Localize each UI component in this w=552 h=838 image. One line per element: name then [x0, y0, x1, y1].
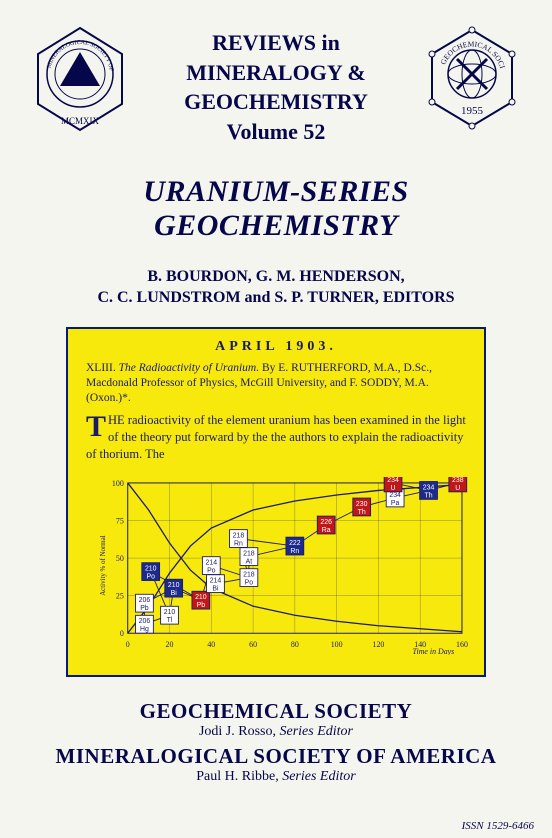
footer-block: GEOCHEMICAL SOCIETY Jodi J. Rosso, Serie…	[56, 699, 497, 785]
figure-body: THE radioactivity of the element uranium…	[82, 412, 470, 463]
svg-text:214: 214	[210, 578, 222, 585]
svg-text:Po: Po	[207, 567, 216, 574]
header-row: MINERALOGICAL SOCIETY OF AMERICA MCMXIX …	[30, 24, 522, 147]
svg-text:160: 160	[456, 640, 468, 649]
svg-text:80: 80	[291, 640, 299, 649]
svg-text:234: 234	[387, 477, 399, 484]
svg-text:0: 0	[126, 640, 130, 649]
svg-text:Po: Po	[146, 573, 155, 580]
page: MINERALOGICAL SOCIETY OF AMERICA MCMXIX …	[0, 0, 552, 838]
svg-text:Rn: Rn	[290, 548, 299, 555]
svg-text:Rn: Rn	[234, 540, 243, 547]
svg-text:210: 210	[168, 582, 180, 589]
svg-text:Tl: Tl	[167, 617, 173, 624]
svg-text:Bi: Bi	[171, 590, 178, 597]
svg-text:GEOCHEMICAL SOCIETY: GEOCHEMICAL SOCIETY	[422, 24, 507, 70]
dropcap: T	[86, 412, 108, 440]
svg-text:100: 100	[331, 640, 343, 649]
svg-text:0: 0	[120, 629, 124, 638]
svg-text:20: 20	[166, 640, 174, 649]
main-title: URANIUM-SERIES GEOCHEMISTRY	[143, 175, 408, 244]
svg-text:Th: Th	[358, 509, 366, 516]
svg-text:222: 222	[289, 540, 301, 547]
society-2: MINERALOGICAL SOCIETY OF AMERICA	[56, 744, 497, 769]
svg-text:Pa: Pa	[391, 500, 400, 507]
svg-text:100: 100	[112, 479, 124, 488]
series-editor-1: Jodi J. Rosso, Series Editor	[56, 724, 497, 740]
svg-text:U: U	[455, 485, 460, 492]
svg-text:234: 234	[389, 492, 401, 499]
editors-block: B. BOURDON, G. M. HENDERSON, C. C. LUNDS…	[97, 266, 454, 309]
svg-text:75: 75	[116, 516, 124, 525]
svg-text:206: 206	[139, 618, 151, 625]
svg-text:Bi: Bi	[212, 586, 219, 593]
editors-line2: C. C. LUNDSTROM and S. P. TURNER, EDITOR…	[97, 287, 454, 309]
series-editor-2: Paul H. Ribbe, Series Editor	[56, 769, 497, 785]
svg-text:40: 40	[207, 640, 215, 649]
series-line3: GEOCHEMISTRY	[140, 87, 412, 117]
gs-logo-text: GEOCHEMICAL SOCIETY	[422, 24, 507, 70]
title-line2: GEOCHEMISTRY	[143, 209, 408, 244]
society-1: GEOCHEMICAL SOCIETY	[56, 699, 497, 724]
svg-text:234: 234	[423, 484, 435, 491]
svg-text:Ra: Ra	[322, 527, 331, 534]
series-line2: MINERALOGY &	[140, 58, 412, 88]
svg-text:206: 206	[139, 597, 151, 604]
svg-text:Activity % of Normal: Activity % of Normal	[100, 535, 107, 595]
svg-text:214: 214	[206, 560, 218, 567]
svg-text:25: 25	[116, 592, 124, 601]
volume-line: Volume 52	[140, 117, 412, 147]
msa-logo-outer-text: MINERALOGICAL SOCIETY OF AMERICA	[30, 24, 114, 73]
svg-text:210: 210	[164, 609, 176, 616]
issn: ISSN 1529-6466	[462, 820, 534, 832]
chart-area: 0204060801001201401600255075100Time in D…	[94, 477, 470, 655]
series-line1: REVIEWS in	[140, 28, 412, 58]
ed1-name: Jodi J. Rosso,	[199, 724, 276, 739]
svg-text:210: 210	[195, 594, 207, 601]
gs-logo: GEOCHEMICAL SOCIETY 1955	[422, 24, 522, 134]
svg-text:U: U	[391, 485, 396, 492]
editors-line1: B. BOURDON, G. M. HENDERSON,	[97, 266, 454, 288]
body-rest: HE radioactivity of the element uranium …	[86, 413, 466, 461]
svg-text:218: 218	[243, 572, 255, 579]
svg-text:Pb: Pb	[197, 602, 206, 609]
svg-text:230: 230	[356, 501, 368, 508]
ed2-role: Series Editor	[279, 769, 356, 784]
svg-text:Time in Days: Time in Days	[413, 647, 455, 655]
citation-roman: XLIII.	[86, 362, 116, 374]
gs-logo-year: 1955	[461, 105, 484, 117]
svg-text:218: 218	[233, 532, 245, 539]
svg-text:Th: Th	[425, 492, 433, 499]
svg-text:238: 238	[452, 477, 464, 484]
ed1-role: Series Editor	[276, 724, 353, 739]
series-heading: REVIEWS in MINERALOGY & GEOCHEMISTRY Vol…	[140, 24, 412, 147]
svg-text:226: 226	[320, 519, 332, 526]
svg-text:50: 50	[116, 554, 124, 563]
svg-text:120: 120	[372, 640, 384, 649]
svg-text:60: 60	[249, 640, 257, 649]
ed2-name: Paul H. Ribbe,	[196, 769, 278, 784]
msa-logo-year: MCMXIX	[61, 116, 100, 126]
svg-text:Pb: Pb	[140, 605, 149, 612]
citation-title: The Radioactivity of Uranium.	[119, 362, 260, 374]
svg-text:Hg: Hg	[140, 626, 149, 633]
svg-text:MINERALOGICAL SOCIETY OF AMERI: MINERALOGICAL SOCIETY OF AMERICA	[30, 24, 114, 73]
title-line1: URANIUM-SERIES	[143, 175, 408, 210]
svg-text:At: At	[246, 558, 253, 565]
msa-logo: MINERALOGICAL SOCIETY OF AMERICA MCMXIX	[30, 24, 130, 134]
svg-text:218: 218	[243, 551, 255, 558]
figure-citation: XLIII. The Radioactivity of Uranium. By …	[82, 361, 470, 407]
svg-text:Po: Po	[245, 579, 254, 586]
figure-frame: APRIL 1903. XLIII. The Radioactivity of …	[66, 327, 486, 677]
decay-chart: 0204060801001201401600255075100Time in D…	[94, 477, 470, 655]
svg-text:210: 210	[145, 566, 157, 573]
figure-date: APRIL 1903.	[82, 339, 470, 355]
